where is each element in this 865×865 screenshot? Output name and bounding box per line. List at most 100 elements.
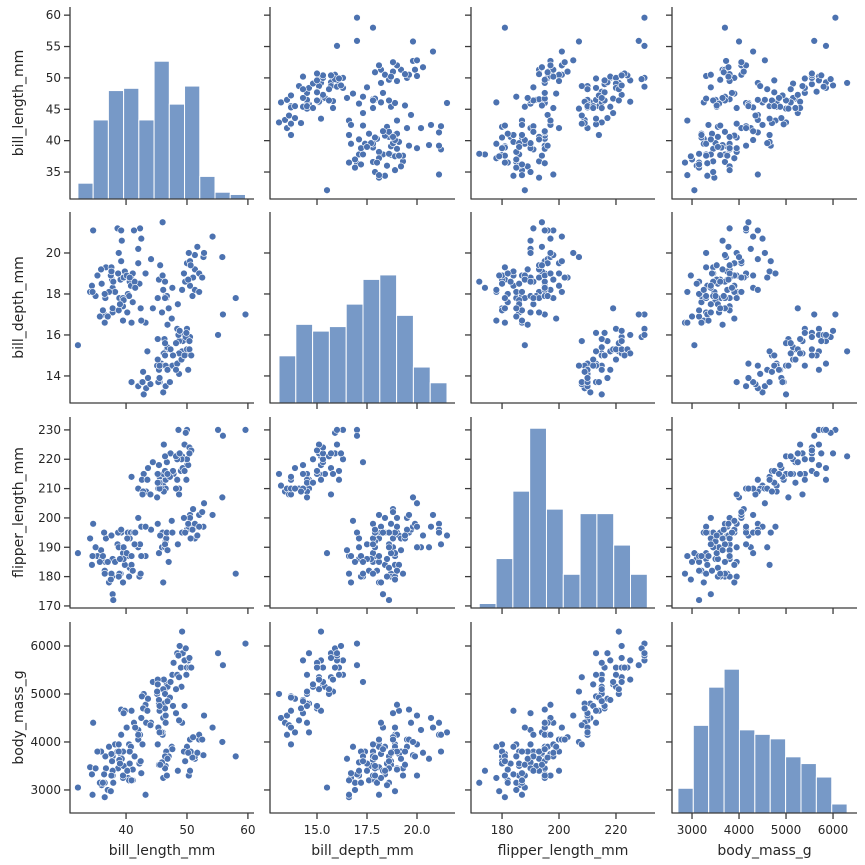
scatter-point [325, 96, 333, 105]
scatter-point [193, 531, 202, 540]
y-tick-label: 5000 [30, 687, 61, 701]
y-tick-label: 230 [38, 423, 61, 437]
scatter-point [393, 747, 401, 756]
scatter-point [541, 226, 549, 235]
histogram-bar [545, 508, 564, 609]
y-tick-label: 16 [46, 328, 61, 342]
scatter-point [287, 473, 295, 481]
scatter-point [117, 525, 125, 534]
scatter-point [481, 767, 489, 775]
scatter-point [413, 711, 421, 720]
scatter-point [709, 96, 717, 105]
scatter-point [498, 133, 506, 142]
scatter-point [161, 719, 170, 727]
scatter-point [154, 470, 162, 478]
scatter-point [603, 649, 612, 657]
scatter-point [695, 160, 703, 169]
y-axis-label: body_mass_g [11, 670, 27, 764]
scatter-point [718, 546, 727, 554]
scatter-point [182, 671, 191, 679]
scatter-point [475, 779, 483, 787]
scatter-point [155, 702, 164, 710]
scatter-point [798, 490, 807, 499]
scatter-point [578, 337, 586, 345]
scatter-point [775, 94, 783, 102]
y-tick-label: 18 [46, 287, 61, 301]
scatter-point [810, 432, 818, 440]
scatter-point [744, 484, 753, 493]
scatter-point [146, 721, 155, 729]
scatter-point [810, 310, 818, 319]
scatter-point [351, 163, 359, 172]
scatter-point [801, 476, 809, 484]
scatter-point [107, 531, 116, 540]
scatter-point [521, 341, 529, 349]
scatter-point [327, 449, 335, 458]
scatter-point [174, 540, 182, 549]
scatter-point [744, 359, 753, 368]
scatter-point [703, 561, 711, 569]
x-tick-label: 4000 [724, 823, 755, 837]
scatter-point [681, 569, 689, 578]
scatter-point [136, 757, 145, 765]
scatter-point [88, 770, 96, 779]
scatter-point [617, 81, 626, 90]
scatter-point [305, 728, 313, 737]
scatter-point [690, 186, 699, 194]
scatter-point [357, 779, 365, 787]
scatter-point [808, 345, 816, 354]
scatter-point [188, 525, 197, 534]
scatter-point [561, 735, 569, 744]
scatter-point [391, 575, 399, 584]
scatter-point [111, 288, 119, 296]
y-tick-label: 4000 [30, 735, 61, 749]
histogram-bar [345, 303, 364, 404]
scatter-point [427, 714, 435, 722]
scatter-point [541, 277, 549, 286]
scatter-point [707, 590, 715, 598]
scatter-point [606, 366, 614, 374]
scatter-point [291, 484, 299, 493]
scatter-point [787, 85, 795, 93]
scatter-point [333, 426, 341, 434]
scatter-point [435, 141, 443, 150]
scatter-point [720, 292, 728, 300]
x-tick-label: 17.5 [354, 823, 381, 837]
scatter-point [309, 104, 317, 112]
scatter-point [391, 166, 399, 174]
scatter-point [712, 531, 721, 540]
scatter-point [347, 578, 355, 587]
scatter-point [166, 345, 175, 354]
scatter-point [589, 355, 597, 364]
scatter-point [405, 511, 413, 519]
scatter-point [521, 723, 529, 732]
scatter-point [518, 316, 526, 325]
scatter-point [521, 186, 529, 194]
scatter-point [725, 552, 734, 560]
scatter-point [185, 345, 194, 354]
scatter-point [158, 218, 167, 226]
scatter-point [369, 569, 377, 578]
scatter-point [185, 249, 193, 257]
y-tick-label: 210 [38, 482, 61, 496]
scatter-point [405, 705, 413, 714]
scatter-point [435, 170, 443, 179]
scatter-point [119, 543, 128, 551]
scatter-point [117, 731, 125, 739]
scatter-point [518, 769, 526, 777]
scatter-point [561, 273, 569, 282]
scatter-point [383, 162, 391, 170]
scatter-point [558, 723, 566, 732]
scatter-point [345, 131, 353, 139]
scatter-point [389, 58, 397, 66]
scatter-point [219, 310, 227, 319]
scatter-point [617, 337, 626, 345]
scatter-point [188, 292, 197, 300]
scatter-point [401, 101, 409, 110]
scatter-point [512, 93, 520, 101]
scatter-point [831, 13, 840, 22]
scatter-point [89, 226, 97, 235]
scatter-point [512, 312, 520, 321]
scatter-point [349, 89, 357, 98]
scatter-point [303, 493, 311, 502]
